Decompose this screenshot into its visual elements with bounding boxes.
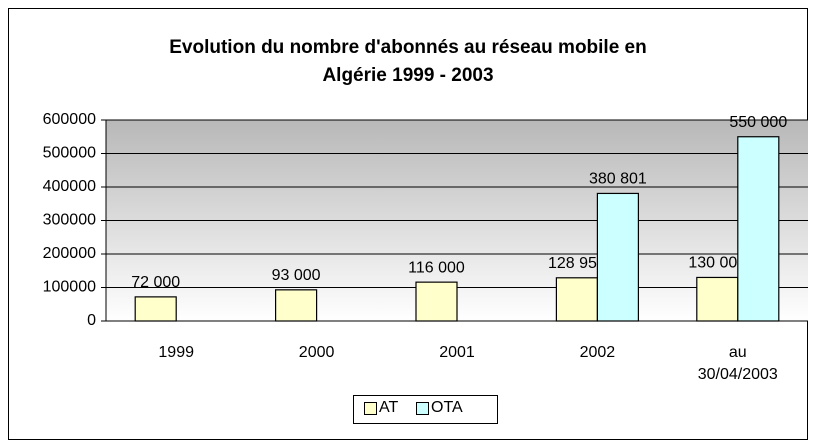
chart-title: Evolution du nombre d'abonnés au réseau … — [169, 37, 646, 58]
y-tick-label: 200000 — [43, 245, 96, 262]
bar — [415, 281, 458, 322]
legend-swatch — [364, 401, 377, 415]
x-tick-label: 2001 — [439, 344, 475, 361]
data-label: 72 000 — [131, 274, 180, 291]
data-label: 130 000 — [688, 255, 746, 272]
legend-label: AT — [379, 399, 399, 416]
bar — [596, 192, 640, 322]
chart-subtitle: Algérie 1999 - 2003 — [322, 65, 493, 86]
bar — [737, 136, 780, 322]
y-tick-label: 300000 — [43, 212, 96, 229]
y-tick-label: 100000 — [43, 279, 96, 296]
y-tick-label: 600000 — [43, 111, 96, 128]
x-tick-label: 1999 — [158, 344, 194, 361]
y-tick-label: 400000 — [43, 178, 96, 195]
data-label: 116 000 — [408, 259, 465, 276]
bar — [275, 289, 318, 322]
bar — [134, 296, 177, 322]
legend-label: OTA — [431, 399, 463, 416]
legend-swatch — [416, 401, 429, 415]
data-label: 128 950 — [548, 255, 606, 272]
x-tick-label: 2000 — [298, 344, 335, 361]
legend-item: OTA — [416, 399, 463, 417]
bar — [696, 276, 739, 322]
x-tick-label: 2002 — [579, 344, 616, 361]
x-tick-label: au 30/04/2003 — [697, 344, 778, 383]
legend-item: AT — [364, 399, 398, 417]
bar — [555, 277, 599, 322]
data-label: 550 000 — [729, 114, 787, 131]
y-tick-label: 0 — [87, 312, 96, 329]
data-label: 93 000 — [272, 267, 321, 284]
y-tick-label: 500000 — [43, 145, 96, 162]
data-label: 380 801 — [589, 171, 647, 188]
